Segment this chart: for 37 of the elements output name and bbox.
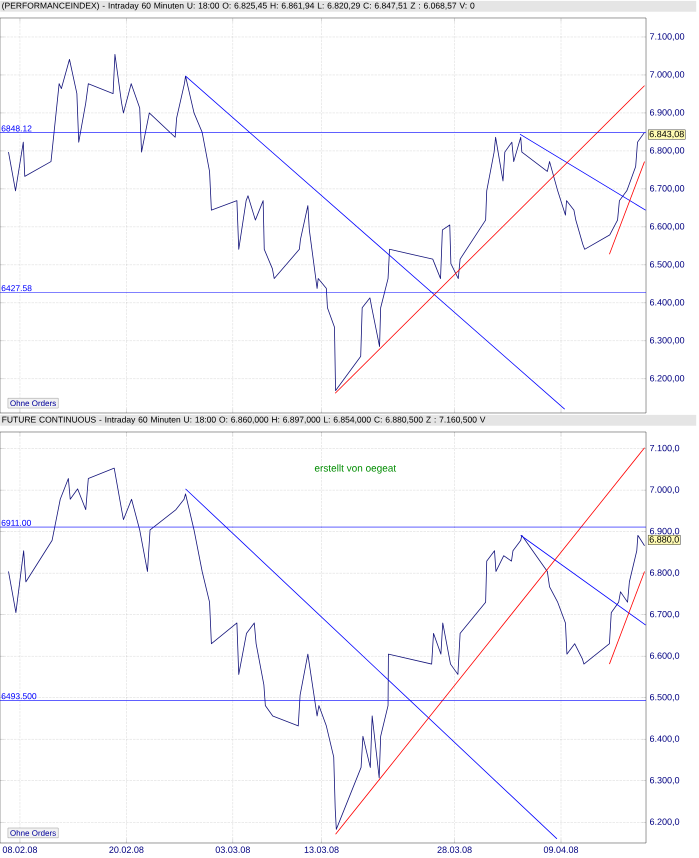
annotation: erstellt von oegeat [314, 464, 396, 474]
x-tick-label: 08.02.08 [2, 846, 38, 853]
annotation: Ohne Orders [10, 830, 56, 836]
x-tick-label: 20.02.08 [109, 846, 144, 853]
y-tick-label: 6.900,0 [650, 528, 680, 536]
ref-line-label: 6848.12 [2, 125, 32, 132]
y-tick-label: 7.100,00 [650, 33, 684, 41]
y-tick-label: 6.700,00 [650, 185, 684, 193]
y-tick-label: 6.400,0 [650, 735, 680, 743]
y-tick-label: 6.600,0 [650, 652, 680, 660]
y-tick-label: 7.100,0 [650, 444, 680, 452]
chart-title: FUTURE CONTINUOUS - Intraday 60 Minuten U: 18:00 O: 6.860,000 H: 6.897,000 L: 6.854,000 C: 6.880,500 Z : 7.160,500 V [2, 416, 486, 424]
y-tick-label: 6.300,00 [650, 337, 684, 345]
y-tick-label: 6.500,00 [650, 261, 684, 269]
annotation: 6.843,08 [650, 130, 684, 138]
y-tick-label: 6.500,0 [650, 694, 680, 702]
y-tick-label: 7.000,0 [650, 486, 680, 494]
annotation: Ohne Orders [10, 400, 56, 406]
x-tick-label: 28.03.08 [438, 846, 472, 853]
y-tick-label: 6.800,00 [650, 147, 684, 155]
chart-title: (PERFORMANCEINDEX) - Intraday 60 Minuten U: 18:00 O: 6.825,45 H: 6.861,94 L: 6.820,29 C: 6.847,51 Z : 6.068,57 V: 0 [2, 2, 474, 10]
x-tick-label: 03.03.08 [216, 846, 250, 853]
y-tick-label: 6.600,00 [650, 223, 684, 231]
ref-line-label: 6493.500 [2, 693, 36, 700]
y-tick-label: 6.400,00 [650, 299, 684, 307]
y-tick-label: 6.200,0 [650, 818, 680, 826]
y-tick-label: 6.300,0 [650, 777, 680, 784]
annotation: 6.880,0 [650, 536, 679, 544]
y-tick-label: 6.200,00 [650, 375, 684, 383]
ref-line-label: 6427.58 [2, 285, 32, 292]
ref-line-label: 6911.00 [2, 520, 31, 526]
x-tick-label: 09.04.08 [544, 846, 578, 853]
y-tick-label: 6.700,0 [650, 610, 680, 618]
x-tick-label: 13.03.08 [304, 846, 339, 853]
y-tick-label: 6.800,0 [650, 569, 680, 577]
y-tick-label: 6.900,00 [650, 109, 684, 117]
y-tick-label: 7.000,00 [650, 71, 684, 79]
